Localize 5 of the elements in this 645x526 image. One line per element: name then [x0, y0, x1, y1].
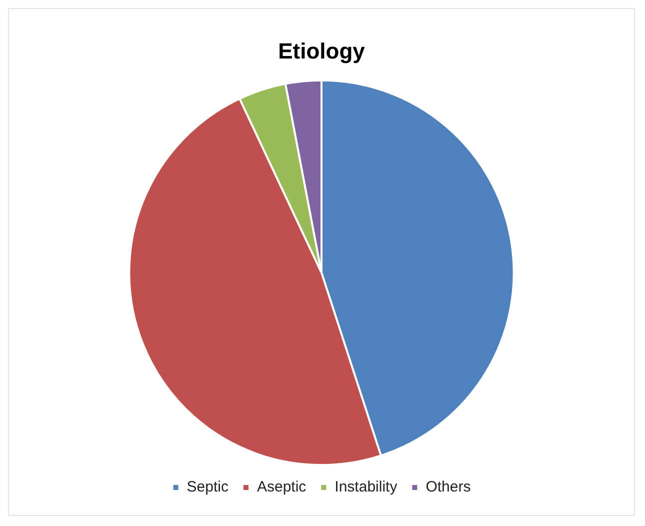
legend-label: Aseptic — [256, 478, 307, 496]
legend-label: Instability — [334, 478, 398, 496]
legend-label: Septic — [186, 478, 229, 496]
legend-label: Others — [426, 478, 471, 496]
chart-title: Etiology — [278, 38, 366, 64]
